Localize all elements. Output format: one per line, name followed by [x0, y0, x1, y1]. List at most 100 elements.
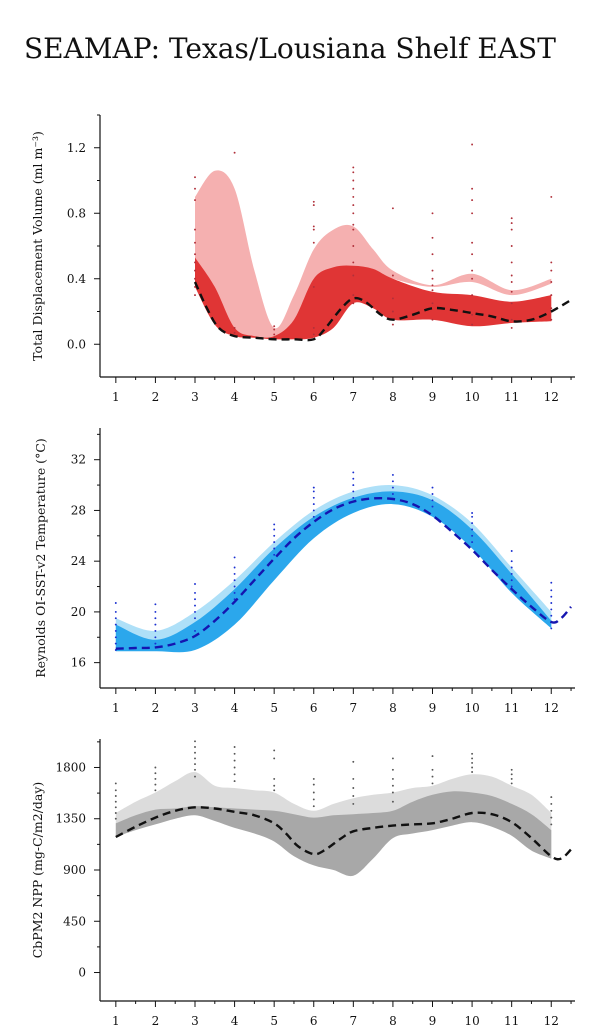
tdv-observation-point: [391, 310, 394, 313]
tdv-x-tick-label: 8: [389, 390, 397, 404]
sst-observation-point: [471, 522, 474, 525]
sst-observation-point: [154, 610, 157, 613]
tdv-observation-point: [312, 333, 315, 336]
tdv-observation-point: [312, 204, 315, 207]
sst-observation-point: [273, 541, 276, 544]
npp-observation-point: [194, 775, 196, 778]
tdv-observation-point: [510, 302, 513, 305]
tdv-x-tick-label: 1: [112, 390, 120, 404]
tdv-observation-point: [391, 207, 394, 210]
npp-observation-point: [194, 763, 196, 766]
tdv-observation-point: [550, 294, 553, 297]
tdv-y-tick-label: 0.4: [67, 272, 86, 286]
npp-observation-point: [273, 777, 276, 780]
npp-inner-band: [115, 791, 552, 877]
npp-observation-point: [431, 768, 434, 771]
npp-observation-point: [114, 806, 117, 809]
sst-observation-point: [391, 493, 394, 495]
tdv-observation-point: [352, 212, 355, 215]
sst-observation-point: [114, 610, 117, 613]
npp-x-tick-label: 8: [389, 1014, 397, 1028]
sst-observation-point: [114, 629, 117, 632]
sst-observation-point: [510, 579, 513, 582]
tdv-observation-point: [233, 151, 236, 154]
npp-observation-point: [312, 798, 315, 801]
npp-y-tick-label: 450: [63, 914, 86, 928]
tdv-observation-point: [352, 171, 355, 174]
sst-observation-point: [233, 579, 236, 582]
sst-observation-point: [550, 595, 553, 598]
npp-observation-point: [273, 789, 276, 792]
tdv-observation-point: [312, 285, 315, 288]
npp-observation-point: [391, 768, 394, 771]
tdv-x-tick-label: 11: [504, 390, 519, 404]
npp-observation-point: [233, 759, 236, 762]
npp-observation-point: [550, 796, 553, 799]
npp-observation-point: [510, 768, 513, 771]
sst-observation-point: [154, 636, 157, 639]
sst-observation-point: [114, 602, 117, 604]
npp-observation-point: [154, 789, 157, 792]
sst-y-tick-label: 28: [71, 503, 86, 517]
npp-observation-point: [550, 802, 553, 805]
sst-observation-point: [352, 496, 355, 499]
tdv-observation-point: [352, 195, 355, 198]
tdv-y-tick-label: 0.0: [67, 337, 86, 351]
npp-observation-point: [194, 740, 196, 743]
npp-observation-point: [391, 784, 394, 787]
npp-observation-point: [471, 766, 474, 769]
sst-observation-point: [550, 581, 553, 584]
npp-observation-point: [312, 777, 315, 780]
npp-observation-point: [194, 751, 196, 754]
tdv-observation-point: [194, 187, 196, 190]
npp-observation-point: [391, 757, 394, 760]
sst-observation-point: [431, 486, 434, 489]
sst-observation-point: [154, 623, 157, 626]
npp-observation-point: [114, 795, 117, 797]
sst-observation-point: [273, 528, 276, 531]
tdv-observation-point: [312, 200, 315, 203]
npp-observation-point: [233, 752, 236, 755]
npp-observation-point: [273, 757, 276, 760]
tdv-observation-point: [352, 223, 355, 226]
sst-observation-point: [114, 642, 117, 645]
sst-observation-point: [154, 603, 157, 606]
sst-x-tick-label: 2: [152, 701, 160, 715]
sst-observation-point: [431, 505, 434, 508]
npp-observation-point: [550, 809, 553, 812]
tdv-observation-point: [312, 228, 315, 231]
tdv-observation-point: [510, 281, 513, 283]
sst-x-tick-label: 8: [389, 701, 397, 715]
tdv-observation-point: [510, 326, 513, 329]
sst-observation-point: [352, 477, 355, 480]
npp-observation-point: [154, 783, 157, 786]
sst-observation-point: [233, 566, 236, 569]
tdv-observation-point: [312, 326, 315, 329]
sst-observation-point: [312, 490, 315, 493]
sst-observation-point: [550, 589, 553, 592]
sst-observation-point: [550, 608, 553, 611]
tdv-observation-point: [312, 241, 315, 244]
sst-y-tick-label: 16: [71, 656, 86, 670]
tdv-x-tick-label: 10: [464, 390, 479, 404]
tdv-observation-point: [550, 318, 553, 321]
sst-observation-point: [154, 642, 157, 645]
sst-observation-point: [154, 629, 157, 632]
tdv-observation-point: [194, 261, 196, 264]
tdv-observation-point: [471, 294, 474, 297]
tdv-y-tick-label: 0.8: [67, 206, 86, 220]
sst-y-axis-label: Reynolds OI-SST-v2 Temperature (°C): [33, 438, 48, 678]
tdv-observation-point: [471, 187, 474, 190]
tdv-observation-point: [194, 285, 196, 288]
tdv-observation-point: [352, 204, 355, 207]
sst-observation-point: [312, 496, 315, 499]
tdv-observation-point: [352, 294, 355, 297]
tdv-observation-point: [510, 222, 513, 225]
tdv-observation-point: [352, 261, 355, 264]
npp-observation-point: [194, 757, 196, 760]
tdv-observation-point: [312, 225, 315, 228]
tdv-observation-point: [510, 274, 513, 277]
tdv-observations: [194, 143, 553, 339]
sst-x-tick-label: 6: [310, 701, 318, 715]
